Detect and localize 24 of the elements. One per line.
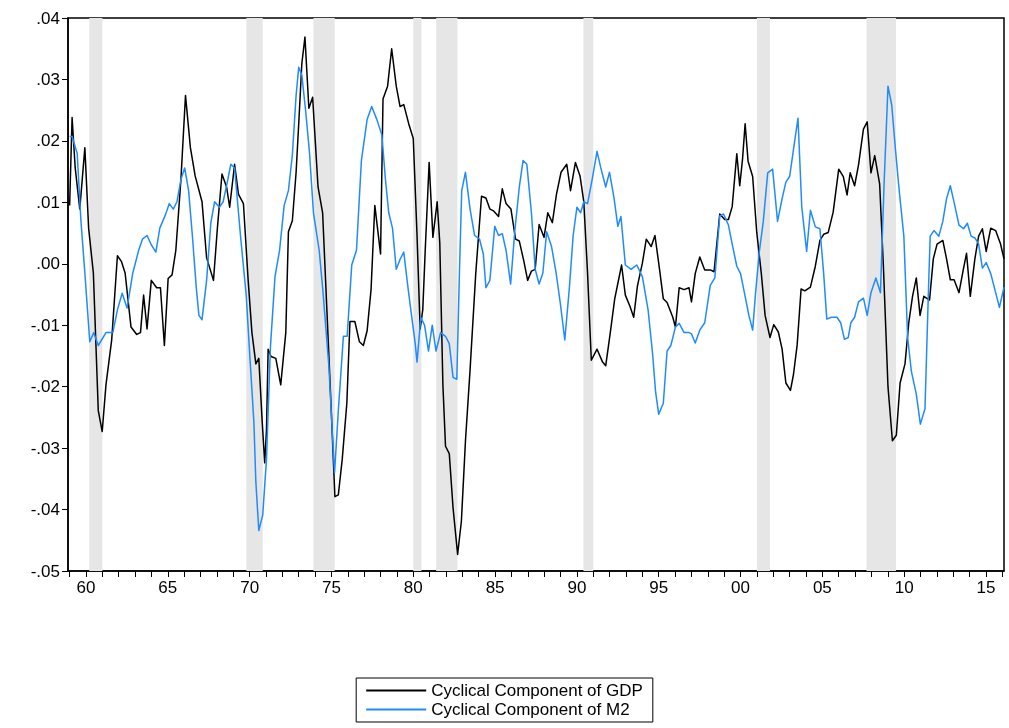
x-tick-label: 15 (976, 578, 996, 597)
y-tick-label: .02 (36, 131, 60, 151)
y-tick-label: -.01 (30, 315, 60, 335)
x-tick-label: 10 (894, 578, 914, 597)
x-tick-label: 05 (812, 578, 832, 597)
y-tick-label: -.04 (30, 500, 60, 520)
y-tick-label: .04 (36, 8, 60, 28)
x-tick-label: 75 (321, 578, 341, 597)
legend-label: Cyclical Component of GDP (431, 681, 643, 700)
y-tick-label: .00 (36, 254, 60, 274)
x-tick-label: 60 (76, 578, 96, 597)
y-tick-label: -.05 (30, 561, 60, 581)
x-tick-label: 70 (240, 578, 260, 597)
y-tick-label: -.02 (30, 377, 60, 397)
x-tick-label: 90 (567, 578, 587, 597)
legend-label: Cyclical Component of M2 (431, 700, 630, 719)
y-tick-label: .01 (36, 192, 60, 212)
x-tick-label: 00 (731, 578, 751, 597)
y-tick-label: .03 (36, 69, 60, 89)
y-tick-label: -.03 (30, 438, 60, 458)
x-tick-label: 95 (649, 578, 669, 597)
x-tick-label: 65 (158, 578, 178, 597)
x-tick-label: 85 (485, 578, 505, 597)
x-tick-label: 80 (403, 578, 423, 597)
